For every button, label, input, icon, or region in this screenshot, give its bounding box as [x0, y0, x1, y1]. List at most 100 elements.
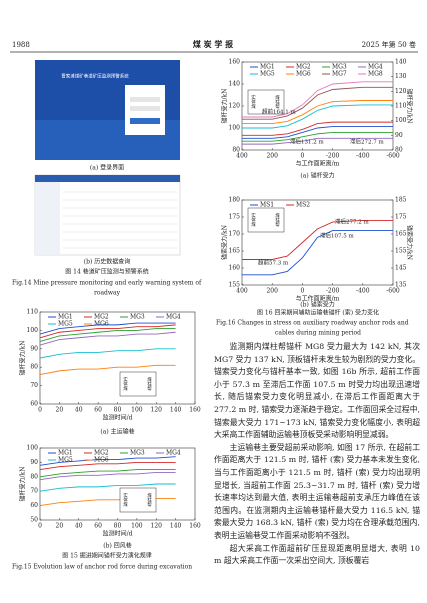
- body-text: 监测期内煤柱帮锚杆 MG8 受力最大为 142 kN, 其次 MG7 受力 13…: [214, 341, 420, 568]
- legend-label: MG5: [260, 71, 275, 78]
- inset-label: 煤柱帮: [147, 492, 152, 508]
- inset-box: [247, 89, 285, 115]
- x-tick-label: 120: [151, 407, 163, 414]
- legend-label: MG5: [58, 457, 73, 464]
- x-axis-label: 与工作面距离/m: [296, 160, 340, 168]
- inset-box: [119, 371, 157, 397]
- figure-caption-en: Fig.14 Mine pressure monitoring and earl…: [12, 280, 202, 287]
- figure-caption-en: Fig.15 Evolution law of anchor rod force…: [12, 564, 192, 571]
- legend-label: MG3: [332, 64, 347, 71]
- y-tick-label: 160: [229, 59, 241, 66]
- x-tick-label: 0: [300, 288, 304, 295]
- series-line: [39, 322, 176, 335]
- legend-label: MG4: [166, 314, 181, 321]
- x-tick-label: 120: [151, 523, 163, 530]
- x-axis-label: 监测时间/d: [103, 414, 133, 422]
- y2-tick-label: 155: [395, 248, 407, 255]
- x-tick-label: -400: [356, 288, 370, 295]
- series-line: [242, 86, 393, 120]
- x-tick-label: 100: [131, 523, 143, 530]
- inset-label: 实体煤: [251, 94, 256, 110]
- plot-frame: [241, 199, 394, 286]
- x-tick-label: 80: [114, 523, 122, 530]
- series-line: [39, 324, 176, 339]
- y-tick-label: 100: [27, 327, 39, 334]
- y2-tick-label: 165: [395, 231, 407, 238]
- input: [130, 97, 160, 102]
- x-tick-label: 80: [114, 407, 122, 414]
- y-tick-label: 70: [30, 488, 38, 495]
- series-line: [39, 472, 176, 481]
- inset-label: 煤柱帮: [147, 376, 152, 392]
- y2-tick-label: 90: [395, 132, 403, 139]
- y-tick-label: 90: [30, 345, 38, 352]
- series-line: [39, 461, 176, 471]
- annotation: 超前164.1 m: [262, 108, 296, 116]
- y-tick-label: 60: [30, 401, 38, 408]
- x-tick-label: 160: [189, 407, 201, 414]
- x-tick-label: -600: [386, 288, 400, 295]
- legend-label: MG1: [58, 450, 73, 457]
- y2-axis-label: 锚索受力/kN: [406, 225, 414, 260]
- figure-caption: 图 14 巷道矿压监测与预警系统: [65, 268, 148, 276]
- page-number: 1988: [12, 41, 30, 49]
- annotation: 滞后272.7 m: [350, 138, 384, 146]
- series-line: [242, 100, 393, 125]
- y-tick-label: 80: [30, 473, 38, 480]
- panel-caption: (a) 主运输巷: [100, 428, 134, 436]
- y-tick-label: 70: [30, 382, 38, 389]
- series-line: [39, 328, 176, 342]
- x-tick-label: 0: [38, 523, 42, 530]
- legend-label: MG2: [94, 450, 109, 457]
- legend-label: MG1: [58, 314, 73, 321]
- y-tick-label: 100: [27, 445, 39, 452]
- panel-caption: (b) 回风巷: [103, 542, 131, 550]
- ui-header: [35, 175, 180, 182]
- y2-tick-label: 175: [395, 214, 407, 221]
- legend-label: MG2: [94, 314, 109, 321]
- series-line: [242, 126, 393, 139]
- series-line: [242, 104, 393, 129]
- y-tick-label: 175: [229, 214, 241, 221]
- y-tick-label: 80: [30, 364, 38, 371]
- issue: 2025 年第 50 卷: [362, 40, 416, 49]
- annotation: 超前57.3 m: [258, 259, 289, 267]
- legend-label: MG7: [332, 71, 347, 78]
- login-button: [130, 118, 160, 124]
- x-tick-label: 60: [94, 523, 102, 530]
- y2-tick-label: 120: [395, 88, 407, 95]
- ui-title: 曹家滩煤矿巷道矿压监测预警系统: [61, 73, 129, 80]
- paragraph: 超大采高工作面超前矿压显现距离明显增大, 表明 10 m 超大采高工作面一次采出…: [214, 543, 420, 566]
- y-tick-label: 155: [229, 282, 241, 289]
- ui-table: [63, 191, 177, 249]
- inset-label: 实体煤: [123, 376, 128, 392]
- series-line: [39, 348, 176, 359]
- inset-label: 煤柱帮: [275, 94, 280, 110]
- series-line: [39, 469, 176, 478]
- y-tick-label: 80: [232, 147, 240, 154]
- legend-label: MG6: [94, 457, 109, 464]
- x-tick-label: 40: [75, 407, 83, 414]
- x-tick-label: -400: [356, 153, 370, 160]
- legend-label: MG2: [296, 64, 311, 71]
- series-line: [242, 137, 393, 145]
- x-tick-label: 140: [170, 407, 182, 414]
- x-tick-label: -200: [326, 153, 340, 160]
- series-line: [242, 219, 393, 260]
- y-axis-label: 锚索受力/kN: [221, 225, 229, 260]
- y-tick-label: 100: [229, 125, 241, 132]
- x-tick-label: -600: [386, 153, 400, 160]
- figure-caption: 图 16 回采期间辅助运输巷锚杆 (索) 受力变化: [257, 309, 379, 317]
- inset-box: [119, 487, 157, 513]
- figure-caption-en: Fig.16 Changes in stress on auxiliary ro…: [216, 320, 409, 327]
- x-tick-label: 160: [189, 523, 201, 530]
- legend-label: MG5: [58, 321, 73, 328]
- y2-tick-label: 80: [395, 147, 403, 154]
- panel-caption: (b) 历史数据查询: [84, 258, 130, 266]
- x-tick-label: 400: [236, 153, 248, 160]
- y2-tick-label: 185: [395, 197, 407, 204]
- y-tick-label: 160: [229, 265, 241, 272]
- x-axis-label: 与工作面距离/m: [296, 295, 340, 303]
